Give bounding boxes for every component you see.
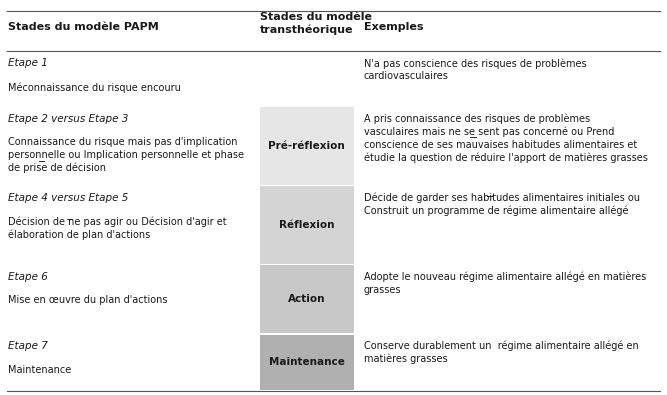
Text: Etape 4 versus Etape 5: Etape 4 versus Etape 5 (8, 193, 128, 203)
Text: Décision de ne pas agir ou Décision d'agir et
élaboration de plan d'actions: Décision de ne pas agir ou Décision d'ag… (8, 216, 227, 240)
Text: Etape 2 versus Etape 3: Etape 2 versus Etape 3 (8, 114, 128, 124)
Text: Exemples: Exemples (364, 22, 423, 32)
Text: Connaissance du risque mais pas d'implication
personnelle ou Implication personn: Connaissance du risque mais pas d'implic… (8, 137, 244, 173)
Text: Action: Action (288, 294, 325, 304)
Text: Etape 6: Etape 6 (8, 272, 48, 282)
Text: Stades du modèle PAPM: Stades du modèle PAPM (8, 22, 159, 32)
Text: Conserve durablement un  régime alimentaire allégé en
matières grasses: Conserve durablement un régime alimentai… (364, 341, 638, 365)
Text: Etape 1: Etape 1 (8, 58, 48, 68)
Text: Réflexion: Réflexion (279, 220, 335, 230)
Text: Maintenance: Maintenance (269, 357, 345, 367)
Text: Etape 7: Etape 7 (8, 341, 48, 351)
Text: A pris connaissance des risques de problèmes
vasculaires mais ne se sent pas con: A pris connaissance des risques de probl… (364, 114, 648, 163)
Bar (260, 335, 354, 390)
Bar (260, 265, 354, 333)
Text: Stades du modèle
transthéorique: Stades du modèle transthéorique (260, 12, 372, 35)
Text: Décide de garder ses habitudes alimentaires initiales ou
Construit un programme : Décide de garder ses habitudes alimentai… (364, 193, 640, 216)
Text: N'a pas conscience des risques de problèmes
cardiovasculaires: N'a pas conscience des risques de problè… (364, 58, 586, 81)
Bar (260, 186, 354, 264)
Bar (260, 107, 354, 185)
Text: Mise en œuvre du plan d'actions: Mise en œuvre du plan d'actions (8, 295, 167, 305)
Text: Adopte le nouveau régime alimentaire allégé en matières
grasses: Adopte le nouveau régime alimentaire all… (364, 272, 646, 295)
Text: Pré-réflexion: Pré-réflexion (268, 141, 346, 151)
Text: Maintenance: Maintenance (8, 365, 71, 374)
Text: Méconnaissance du risque encouru: Méconnaissance du risque encouru (8, 82, 181, 93)
